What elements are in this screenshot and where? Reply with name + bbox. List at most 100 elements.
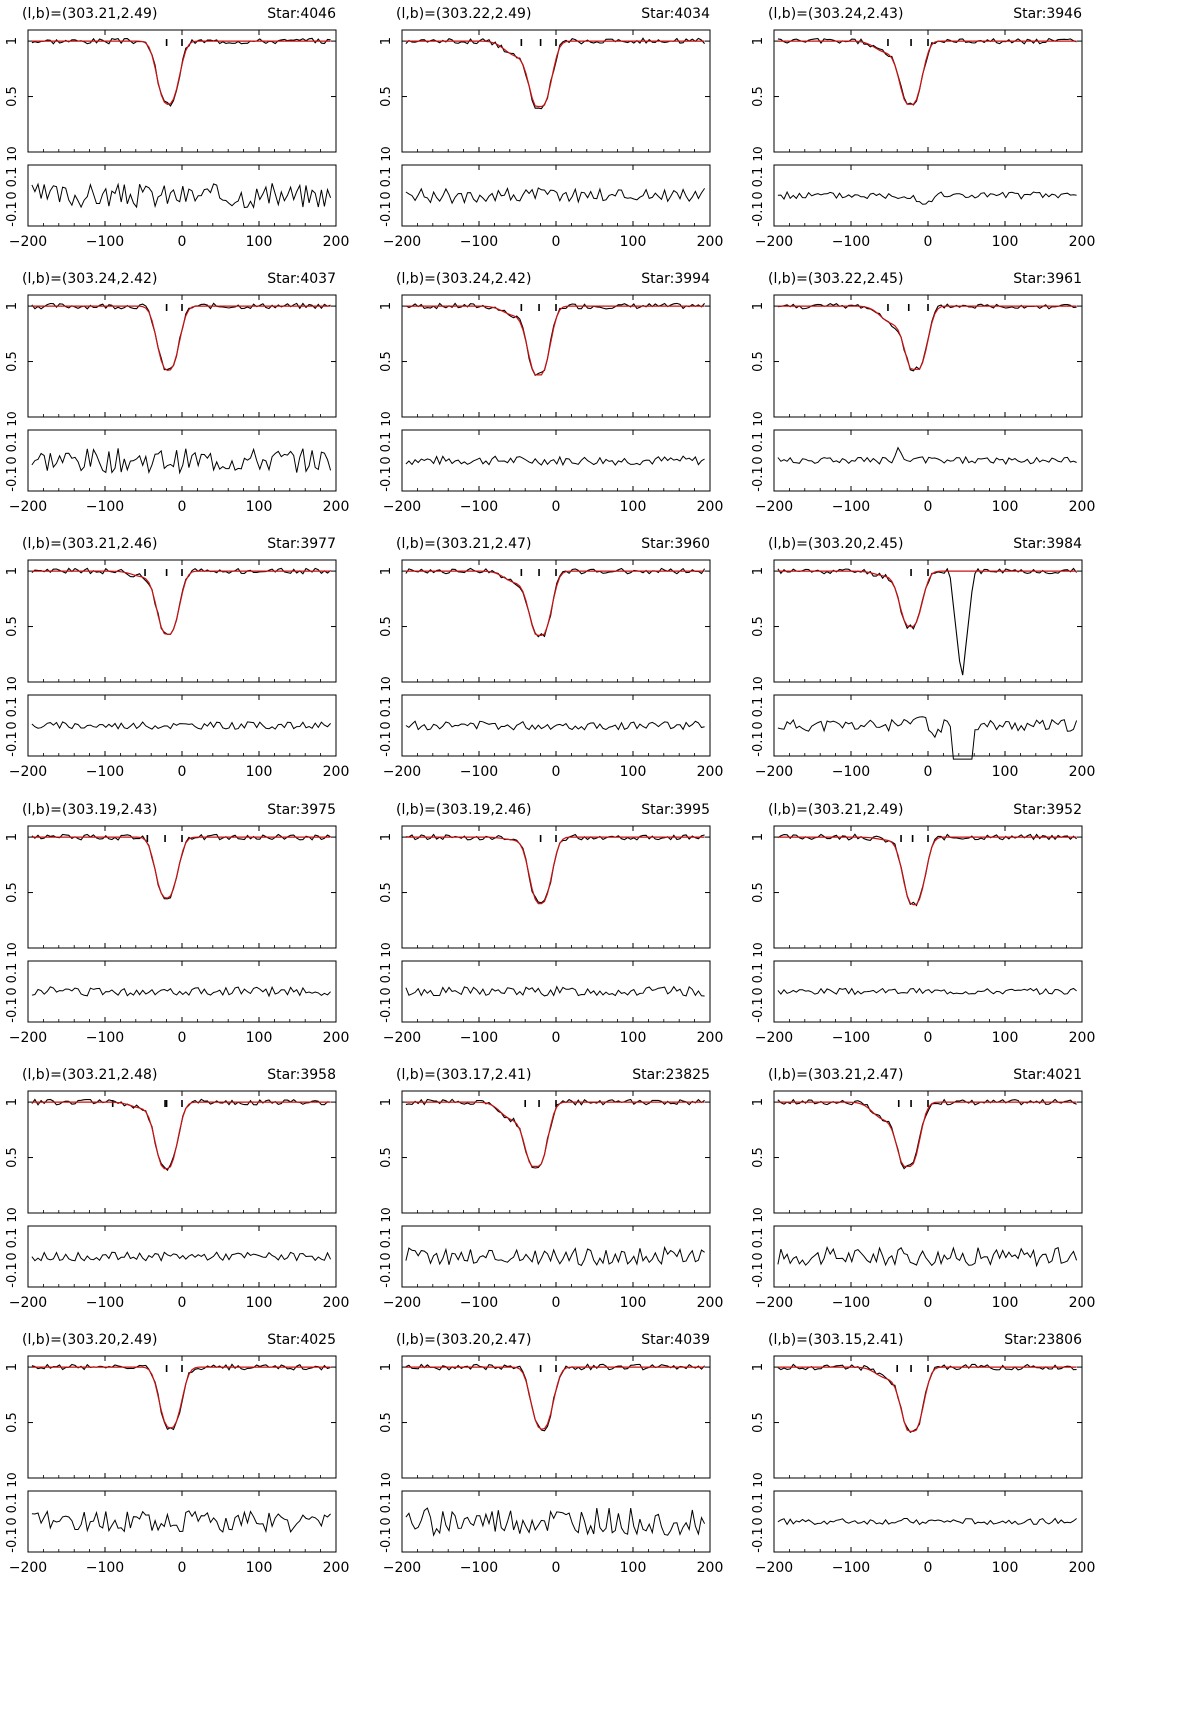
y-tick-label: 0.5 [379,1412,394,1433]
y-tick-label: 0.5 [379,616,394,637]
y-tick-label: 0.5 [379,882,394,903]
spectrum-chart-2: (l,b)=(303.22,2.49) Star:4034−200 −100 0 100… [379,6,723,250]
y-tick-label: 0.5 [751,1147,766,1168]
x-tick-label: 100 [992,1295,1019,1311]
star-label: Star:3958 [267,1067,336,1083]
resid-y-tick-label: 0 [379,987,394,995]
spectrum-panel-9: (l,b)=(303.20,2.45) Star:3984 −200 −100 0 100… [746,530,1126,820]
x-tick-label: −200 [9,234,47,250]
resid-y-tick-label: -0.1 [379,997,394,1022]
x-tick-label: 100 [620,1295,647,1311]
top-plot-frame [773,559,1083,683]
residual-line [777,446,1077,465]
resid-y-tick-label: 0.1 [5,167,20,188]
y-tick-label: 10 [5,1207,19,1222]
resid-y-tick-label: 0.1 [751,1493,766,1514]
x-tick-label: 200 [1069,1295,1096,1311]
resid-y-tick-label: -0.1 [751,997,766,1022]
top-plot-frame [401,294,711,418]
top-plot-frame [401,825,711,949]
star-label: Star:23825 [632,1067,710,1083]
residual-plot-frame [773,960,1083,1023]
coord-label: (l,b)=(303.24,2.42) [396,271,531,287]
y-tick-label: 0.5 [751,882,766,903]
x-tick-label: 0 [924,499,933,515]
resid-y-tick-label: 0.1 [379,432,394,453]
spectrum-panel-4: (l,b)=(303.24,2.42) Star:4037 −200 −100 0 10 0… [0,265,380,555]
x-tick-label: −100 [86,1295,124,1311]
spectrum-chart-1: (l,b)=(303.21,2.49) Star:4046−200 −100 0 100… [5,6,350,250]
spectrum-panel-8: (l,b)=(303.21,2.47) Star:3960 −200 −100 0 100… [374,530,754,820]
residual-line [405,985,705,997]
top-plot-frame [773,1355,1083,1479]
observed-spectrum-line [31,1363,331,1431]
y-tick-label: 1 [379,567,394,575]
residual-plot-frame [401,1490,711,1553]
y-tick-label: 0.5 [379,1147,394,1168]
coord-label: (l,b)=(303.24,2.43) [768,6,903,22]
spectrum-panel-3: (l,b)=(303.24,2.43) Star:3946 −200 −100 0 100… [746,0,1126,290]
spectrum-chart-3: (l,b)=(303.24,2.43) Star:3946−200 −100 0 100… [751,6,1095,250]
x-tick-label: −100 [86,1030,124,1046]
coord-label: (l,b)=(303.20,2.47) [396,1332,531,1348]
x-tick-label: −200 [9,1560,47,1576]
x-tick-label: −200 [9,499,47,515]
residual-line [405,187,706,205]
star-label: Star:4037 [267,271,336,287]
y-tick-label: 10 [379,676,393,691]
residual-line [31,1510,331,1534]
observed-spectrum-line [405,833,705,904]
fit-model-line [31,1366,331,1429]
x-tick-label: 200 [1069,764,1096,780]
x-tick-label: 0 [552,1560,561,1576]
x-tick-label: 200 [323,234,350,250]
x-tick-label: −200 [383,764,421,780]
residual-line [405,1507,706,1537]
coord-label: (l,b)=(303.20,2.45) [768,536,903,552]
resid-y-tick-label: -0.1 [379,1262,394,1287]
y-tick-label: 0.5 [379,351,394,372]
y-tick-label: 1 [5,302,20,310]
y-tick-label: 0.5 [379,86,394,107]
fit-model-line [777,570,1077,628]
star-label: Star:4034 [641,6,710,22]
fit-model-line [31,1101,331,1170]
x-tick-label: 200 [323,764,350,780]
resid-y-tick-label: 0.1 [751,697,766,718]
fit-model-line [777,1101,1077,1168]
x-tick-label: −100 [832,499,870,515]
x-tick-label: 100 [246,1295,273,1311]
resid-y-tick-label: -0.1 [5,466,20,491]
x-tick-label: 100 [620,234,647,250]
resid-y-tick-label: 0 [379,1252,394,1260]
y-tick-label: 10 [5,411,19,426]
y-tick-label: 1 [379,1098,394,1106]
x-tick-label: 0 [178,234,187,250]
resid-y-tick-label: 0 [5,456,20,464]
top-plot-frame [27,29,337,153]
coord-label: (l,b)=(303.19,2.46) [396,802,531,818]
x-tick-label: −200 [383,234,421,250]
x-tick-label: 200 [697,1560,724,1576]
x-tick-label: −200 [755,234,793,250]
x-tick-label: −200 [755,764,793,780]
spectrum-panel-16: (l,b)=(303.20,2.49) Star:4025 −200 −100 0 100… [0,1326,380,1616]
x-tick-label: −100 [86,499,124,515]
observed-spectrum-line [777,833,1077,907]
y-tick-label: 10 [5,942,19,957]
y-tick-label: 0.5 [5,351,20,372]
top-plot-frame [401,1355,711,1479]
fit-model-line [31,40,331,105]
x-tick-label: −200 [9,1295,47,1311]
coord-label: (l,b)=(303.24,2.42) [22,271,157,287]
resid-y-tick-label: -0.1 [751,731,766,756]
top-plot-frame [27,294,337,418]
x-tick-label: −100 [460,1030,498,1046]
resid-y-tick-label: 0 [751,721,766,729]
resid-y-tick-label: 0 [751,987,766,995]
observed-spectrum-line [405,37,706,110]
x-tick-label: 200 [697,1030,724,1046]
spectrum-panel-11: (l,b)=(303.19,2.46) Star:3995 −200 −100 0 100… [374,796,754,1086]
y-tick-label: 1 [5,567,20,575]
